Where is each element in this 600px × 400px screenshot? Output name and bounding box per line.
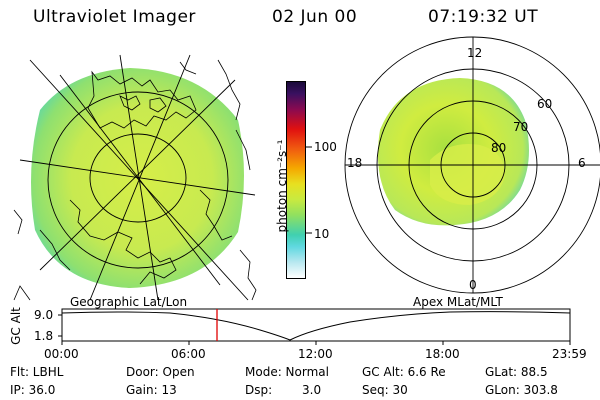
xtick-0600: 06:00 [171, 347, 206, 361]
geo-coastlines [13, 59, 257, 301]
mlat-label-70: 70 [513, 120, 529, 134]
xtick-2359: 23:59 [552, 347, 587, 361]
right-panel-label: Apex MLat/MLT [413, 295, 503, 309]
info-gc-alt: GC Alt: 6.6 Re [362, 365, 446, 379]
geo-meridian [19, 159, 256, 196]
xtick-0000: 00:00 [44, 347, 79, 361]
geo-meridian [119, 54, 159, 301]
info-dsp-value: 3.0 [302, 383, 322, 397]
timeline-ylabel: GC Alt [9, 307, 23, 345]
geo-lat-ring [31, 68, 244, 288]
geo-meridian [39, 79, 236, 271]
mlt-label-18: 18 [347, 156, 363, 170]
info-door: Door: Open [126, 365, 195, 379]
geo-meridian [89, 54, 191, 301]
geo-aurora-image [31, 68, 244, 288]
xtick-1200: 12:00 [298, 347, 333, 361]
mlat-label-60: 60 [537, 97, 553, 111]
altitude-curve [61, 311, 571, 341]
polar-aurora-image [377, 78, 529, 226]
ytick-1-8: 1.8 [34, 329, 54, 343]
geo-lat-ring [89, 133, 187, 223]
colorbar-gradient [286, 81, 306, 279]
colorbar-tick-10: 10 [314, 227, 330, 241]
timeline-frame [61, 308, 571, 342]
mlt-label-12: 12 [467, 46, 483, 60]
info-filter: Flt: LBHL [10, 365, 64, 379]
info-glat: GLat: 88.5 [485, 365, 548, 379]
info-seq: Seq: 30 [362, 383, 408, 397]
app-title: Ultraviolet Imager [33, 7, 196, 27]
colorbar-tick-100: 100 [314, 140, 337, 154]
info-dsp-label: Dsp: [245, 383, 273, 397]
ytick-9: 9.0 [34, 308, 54, 322]
geo-meridian [29, 59, 249, 301]
info-glon: GLon: 303.8 [485, 383, 558, 397]
left-panel-label: Geographic Lat/Lon [70, 295, 188, 309]
mlat-ring-outer [344, 36, 600, 294]
mlt-label-0: 0 [469, 278, 477, 292]
geo-lat-ring [47, 91, 229, 269]
info-ip: IP: 36.0 [10, 383, 56, 397]
info-mode: Mode: Normal [245, 365, 329, 379]
time-label: 07:19:32 UT [428, 7, 539, 27]
mlt-label-6: 6 [578, 156, 586, 170]
xtick-1800: 18:00 [425, 347, 460, 361]
date-label: 02 Jun 00 [272, 7, 358, 27]
geo-meridian [59, 74, 221, 286]
info-gain: Gain: 13 [126, 383, 177, 397]
colorbar-label: photon cm⁻²s⁻¹ [275, 139, 289, 233]
mlat-label-80: 80 [491, 141, 507, 155]
